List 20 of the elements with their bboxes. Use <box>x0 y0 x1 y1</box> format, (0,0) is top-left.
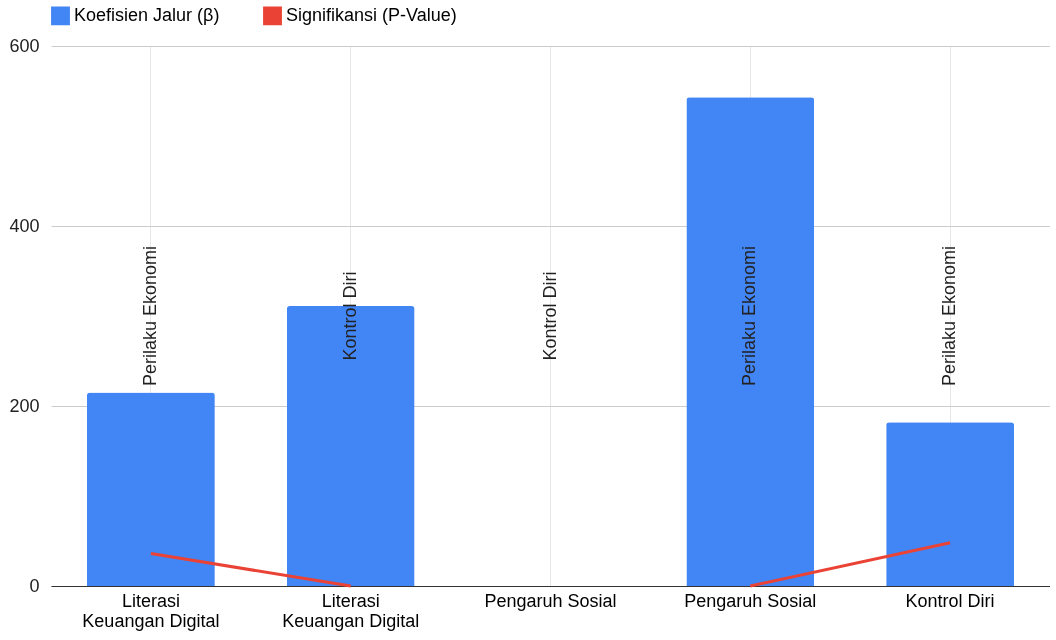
y-tick-label: 200 <box>9 395 40 416</box>
y-tick-label: 400 <box>9 215 40 236</box>
annotation: Perilaku Ekonomi <box>139 245 160 387</box>
y-tick-label: 600 <box>9 35 40 56</box>
x-tick-label: Literasi Keuangan Digital <box>82 590 220 631</box>
bar <box>686 97 815 586</box>
annotation: Perilaku Ekonomi <box>939 245 960 387</box>
bar <box>286 306 415 586</box>
x-tick-label: Pengaruh Sosial <box>484 590 617 611</box>
x-tick-label: Pengaruh Sosial <box>684 590 817 611</box>
legend-label: Signifikansi (P-Value) <box>286 4 457 25</box>
bar <box>886 422 1015 586</box>
x-tick-label: Kontrol Diri <box>905 590 995 611</box>
legend-label: Koefisien Jalur (β) <box>74 4 220 25</box>
annotation: Kontrol Diri <box>339 271 360 361</box>
annotation: Perilaku Ekonomi <box>739 245 760 387</box>
annotation: Kontrol Diri <box>539 271 560 361</box>
y-tick-label: 0 <box>29 575 40 596</box>
x-tick-label: Literasi Keuangan Digital <box>282 590 420 631</box>
bar <box>86 392 215 586</box>
